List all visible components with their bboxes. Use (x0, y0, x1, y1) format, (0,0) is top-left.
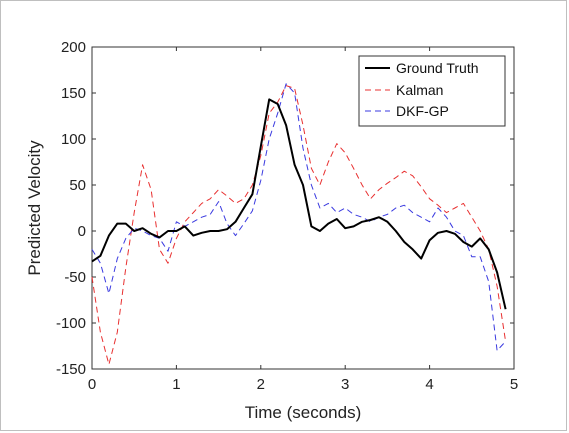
legend-entry-kalman: Kalman (365, 82, 443, 98)
series-line-kalman (91, 85, 507, 365)
y-tick-label: 150 (61, 85, 86, 102)
legend-entry-dkf-gp: DKF-GP (365, 103, 449, 119)
legend-entry-ground-truth: Ground Truth (365, 60, 479, 76)
x-tick-label: 4 (425, 376, 433, 393)
y-tick-label: 0 (78, 223, 86, 240)
legend: Ground Truth Kalman DKF-GP (358, 55, 506, 127)
x-tick-label: 2 (257, 376, 265, 393)
legend-label-dkf-gp: DKF-GP (396, 103, 449, 119)
y-tick-label: -150 (56, 361, 86, 378)
series-line-dkf-gp (91, 83, 506, 352)
y-tick-label: 100 (61, 131, 86, 148)
series-layer (91, 83, 507, 365)
x-tick-label: 1 (172, 376, 180, 393)
x-tick-label: 5 (510, 376, 518, 393)
y-tick-label: 50 (69, 177, 86, 194)
y-tick-label: -100 (56, 315, 86, 332)
y-axis-title: Predicted Velocity (25, 140, 44, 276)
y-axis-ticks: -150 -100 -50 0 50 100 150 200 (56, 39, 514, 378)
x-axis-ticks: 0 1 2 3 4 5 (88, 47, 518, 393)
x-tick-label: 0 (88, 376, 96, 393)
y-tick-label: 200 (61, 39, 86, 56)
legend-label-ground-truth: Ground Truth (396, 60, 479, 76)
x-tick-label: 3 (341, 376, 349, 393)
y-tick-label: -50 (64, 269, 86, 286)
series-line-ground-truth (91, 98, 507, 310)
x-axis-title: Time (seconds) (245, 403, 362, 422)
legend-label-kalman: Kalman (396, 82, 443, 98)
